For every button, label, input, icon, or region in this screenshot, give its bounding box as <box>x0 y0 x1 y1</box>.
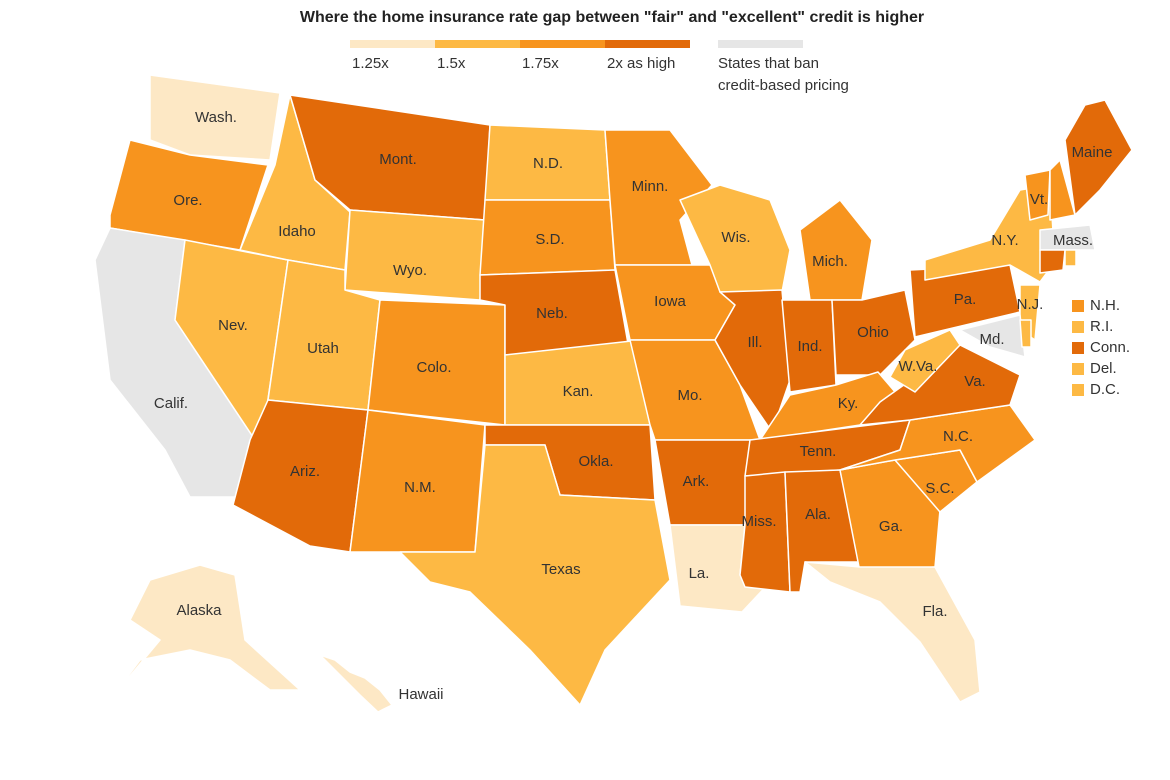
state-label: Ala. <box>805 506 831 523</box>
state-label: N.J. <box>1017 296 1044 313</box>
state-label: Wis. <box>721 229 750 246</box>
state-shape <box>344 209 486 301</box>
small-state-label: N.H. <box>1090 297 1120 314</box>
small-state-swatch <box>1072 384 1084 396</box>
state-shape <box>1039 224 1096 251</box>
state-label: Maine <box>1072 144 1113 161</box>
state-label: Kan. <box>563 383 594 400</box>
state-label: Idaho <box>278 223 316 240</box>
small-state-swatch <box>1072 300 1084 312</box>
state-shape <box>839 404 1036 483</box>
state-label: La. <box>689 565 710 582</box>
state-shape <box>799 199 873 301</box>
state-label: Mont. <box>379 151 417 168</box>
state-shape <box>399 444 671 706</box>
small-state-swatch <box>1072 321 1084 333</box>
state-label: Ark. <box>683 473 710 490</box>
legend-label: States that ban <box>718 55 819 72</box>
state-label: Fla. <box>922 603 947 620</box>
state-shape <box>831 289 916 376</box>
state-label: S.D. <box>535 231 564 248</box>
state-shape <box>889 329 961 393</box>
small-state-label: Conn. <box>1090 339 1130 356</box>
state-label: Mich. <box>812 253 848 270</box>
legend-swatch <box>718 40 803 48</box>
legend-label: credit-based pricing <box>718 77 849 94</box>
state-label: Utah <box>307 340 339 357</box>
state-shape <box>739 471 791 593</box>
state-shape <box>1039 249 1066 274</box>
state-label: Colo. <box>416 359 451 376</box>
state-label: Ariz. <box>290 463 320 480</box>
small-state-swatch <box>1072 363 1084 375</box>
state-label: Ky. <box>838 395 859 412</box>
state-label: S.C. <box>925 480 954 497</box>
legend-swatch <box>435 40 520 48</box>
small-state-label: Del. <box>1090 360 1117 377</box>
state-shape <box>1019 319 1032 348</box>
state-label: Ill. <box>748 334 763 351</box>
state-label: Miss. <box>742 513 777 530</box>
state-labels: Wash. Ore. Calif. Nev. Idaho Mont. Wyo. Utah Col… <box>154 109 1130 703</box>
state-label: Nev. <box>218 317 248 334</box>
state-label: Iowa <box>654 293 686 310</box>
state-shape <box>959 314 1026 358</box>
legend-swatch <box>520 40 605 48</box>
state-shape <box>679 184 791 293</box>
state-label: W.Va. <box>899 358 938 375</box>
state-label: N.D. <box>533 155 563 172</box>
state-label: Pa. <box>954 291 977 308</box>
state-shape <box>149 74 281 161</box>
legend-label: 2x as high <box>607 55 675 72</box>
state-label: Ohio <box>857 324 889 341</box>
state-shape <box>804 561 981 703</box>
legend-swatch <box>350 40 435 48</box>
state-shape <box>1049 159 1076 221</box>
state-label: Ga. <box>879 518 903 535</box>
state-label: Neb. <box>536 305 568 322</box>
state-label: Texas <box>541 561 580 578</box>
legend-label: 1.25x <box>352 55 389 72</box>
state-label: N.M. <box>404 479 436 496</box>
state-label: Mass. <box>1053 232 1093 249</box>
state-label: N.C. <box>943 428 973 445</box>
state-label: Okla. <box>578 453 613 470</box>
state-label: Wyo. <box>393 262 427 279</box>
map-title: Where the home insurance rate gap betwee… <box>300 9 924 26</box>
state-label: Ind. <box>797 338 822 355</box>
legend: 1.25x 1.5x 1.75x 2x as high States that ban c… <box>350 40 849 94</box>
state-label: Hawaii <box>398 686 443 703</box>
state-label: Wash. <box>195 109 237 126</box>
state-label: Mo. <box>677 387 702 404</box>
state-label: Vt. <box>1030 191 1048 208</box>
states <box>94 74 1133 713</box>
state-shape <box>1024 169 1051 221</box>
state-label: Minn. <box>632 178 669 195</box>
state-shape <box>1064 249 1077 267</box>
state-shape <box>604 129 713 266</box>
legend-swatch <box>605 40 690 48</box>
state-shape <box>109 564 301 701</box>
state-label: Md. <box>979 331 1004 348</box>
state-label: Ore. <box>173 192 202 209</box>
small-state-label: D.C. <box>1090 381 1120 398</box>
state-label: Tenn. <box>800 443 837 460</box>
legend-label: 1.5x <box>437 55 466 72</box>
state-label: Va. <box>964 373 985 390</box>
state-label: Calif. <box>154 395 188 412</box>
state-label: Alaska <box>176 602 222 619</box>
small-state-label: R.I. <box>1090 318 1113 335</box>
small-state-swatch <box>1072 342 1084 354</box>
state-shape <box>319 654 393 713</box>
state-label: N.Y. <box>991 232 1018 249</box>
legend-label: 1.75x <box>522 55 559 72</box>
